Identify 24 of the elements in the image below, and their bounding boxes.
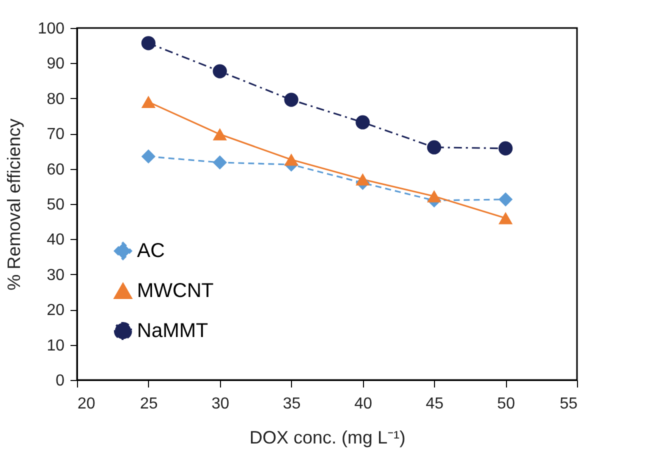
y-tick-label: 60 [46, 161, 65, 178]
x-tick-label: 45 [426, 396, 444, 412]
legend-label: AC [137, 240, 165, 262]
x-tick-label: 30 [211, 396, 230, 412]
x-tick-label: 25 [140, 396, 158, 412]
y-axis-title: % Removal efficiency [4, 118, 24, 290]
x-axis-title: DOX conc. (mg L⁻¹) [249, 428, 406, 448]
x-tick-label: 55 [560, 396, 578, 412]
legend-label: NaMMT [137, 320, 208, 342]
x-tick-label: 35 [282, 396, 301, 412]
x-tick-label: 40 [354, 396, 372, 412]
y-tick-label: 50 [46, 196, 65, 214]
y-tick-label: 20 [46, 302, 65, 320]
y-tick-label: 70 [46, 126, 65, 144]
y-tick-label: 40 [46, 232, 65, 249]
y-tick-label: 30 [46, 266, 65, 284]
y-tick-label: 100 [38, 20, 65, 38]
x-tick-label: 20 [78, 396, 96, 412]
y-tick-label: 0 [56, 372, 65, 390]
y-tick-label: 80 [46, 90, 65, 108]
y-tick-label: 90 [46, 56, 65, 73]
legend-label: MWCNT [137, 280, 214, 302]
x-tick-label: 50 [497, 396, 516, 412]
y-tick-label: 10 [46, 337, 65, 354]
